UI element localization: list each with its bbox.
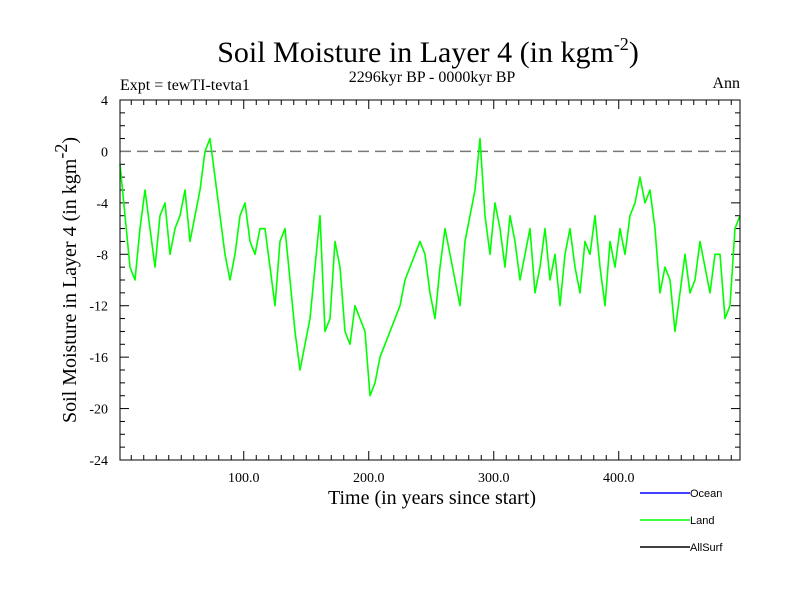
y-axis-label: Soil Moisture in Layer 4 (in kgm-2) bbox=[51, 137, 81, 423]
x-tick-labels: 100.0 200.0 300.0 400.0 bbox=[228, 471, 635, 486]
legend-label-ocean: Ocean bbox=[690, 488, 722, 500]
x-axis-label: Time (in years since start) bbox=[328, 487, 536, 509]
legend: Ocean Land AllSurf bbox=[640, 488, 723, 554]
x-tick-label: 300.0 bbox=[478, 471, 510, 486]
y-tick-labels: 4 0 -4 -8 -12 -16 -20 -24 bbox=[89, 94, 108, 469]
axis-ticks bbox=[120, 99, 740, 461]
series-line-land bbox=[119, 137, 741, 397]
series-lines bbox=[119, 137, 741, 397]
season-label: Ann bbox=[712, 75, 740, 92]
experiment-label: Expt = tewTI-tevta1 bbox=[120, 77, 250, 94]
legend-label-land: Land bbox=[690, 515, 714, 527]
y-tick-label: -4 bbox=[96, 197, 108, 212]
time-range-label: 2296kyr BP - 0000kyr BP bbox=[349, 69, 516, 86]
y-tick-label: 0 bbox=[101, 145, 108, 160]
x-tick-label: 200.0 bbox=[353, 471, 385, 486]
x-tick-label: 400.0 bbox=[603, 471, 635, 486]
x-tick-label: 100.0 bbox=[228, 471, 260, 486]
y-tick-label: -24 bbox=[89, 454, 108, 469]
y-tick-label: -8 bbox=[96, 248, 108, 263]
plot-frame bbox=[119, 99, 741, 461]
y-tick-label: -12 bbox=[89, 300, 108, 315]
y-tick-label: 4 bbox=[101, 94, 108, 109]
legend-label-allsurf: AllSurf bbox=[690, 542, 723, 554]
y-tick-label: -16 bbox=[89, 351, 108, 366]
chart-title: Soil Moisture in Layer 4 (in kgm-2) bbox=[217, 34, 639, 69]
y-tick-label: -20 bbox=[89, 403, 108, 418]
